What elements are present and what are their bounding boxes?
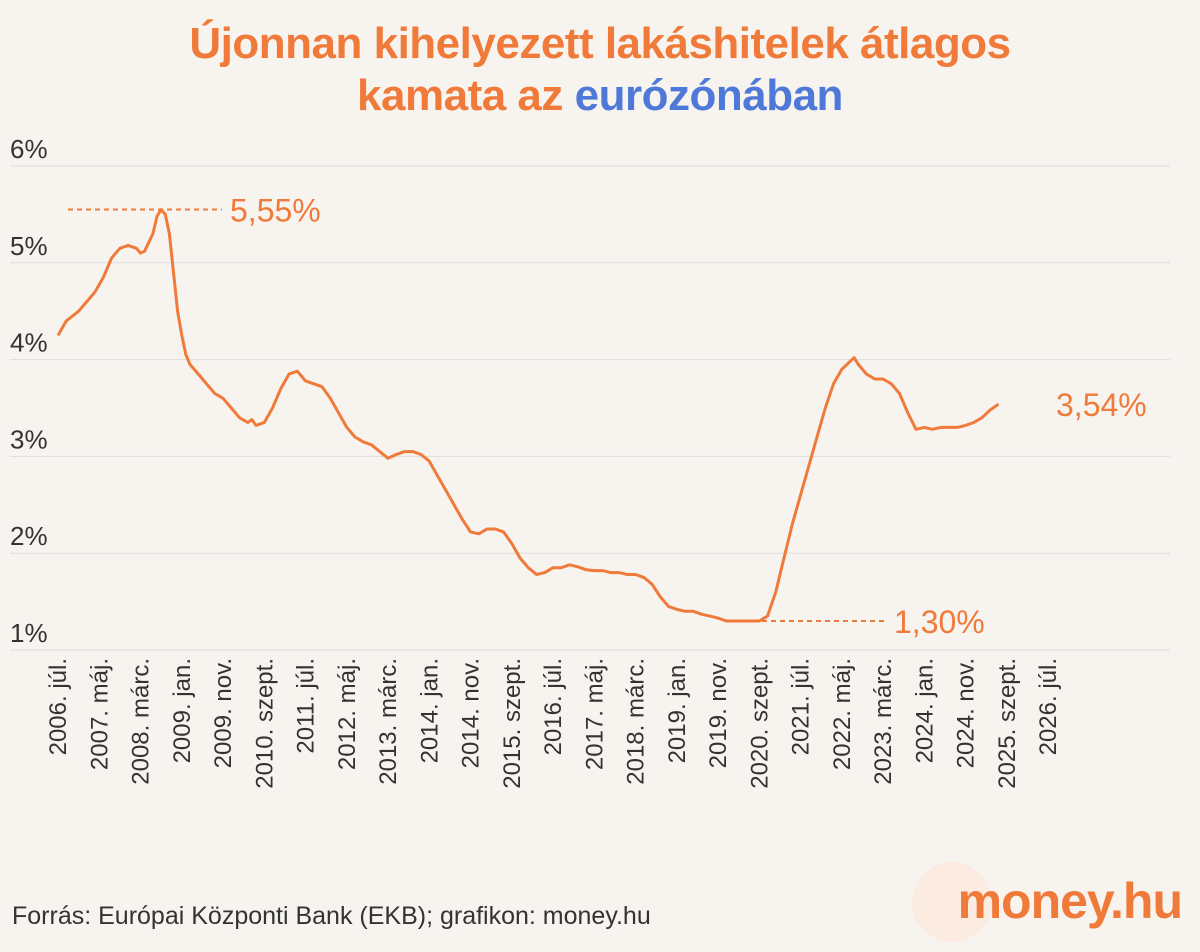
x-tick-label: 2013. márc. [375, 658, 402, 785]
series-line [56, 208, 1000, 623]
x-tick-label: 2014. nov. [458, 658, 485, 768]
y-tick-label: 3% [10, 424, 48, 454]
x-tick-label: 2012. máj. [334, 658, 361, 770]
logo-background [912, 862, 992, 942]
chart-title: Újonnan kihelyezett lakáshitelek átlagos… [0, 18, 1200, 122]
brand-logo: money.hu [957, 872, 1183, 930]
peak-annotation: 5,55% [230, 193, 321, 229]
x-tick-label: 2020. szept. [746, 658, 773, 789]
x-tick-label: 2023. márc. [870, 658, 897, 785]
y-tick-label: 2% [10, 521, 48, 551]
x-tick-label: 2014. jan. [416, 658, 443, 763]
title-line-1: Újonnan kihelyezett lakáshitelek átlagos [189, 19, 1011, 68]
x-tick-label: 2018. márc. [623, 658, 650, 785]
low-annotation: 1,30% [894, 604, 985, 640]
x-tick-label: 2019. nov. [705, 658, 732, 768]
x-tick-label: 2011. júl. [293, 658, 320, 754]
x-tick-label: 2019. jan. [664, 658, 691, 763]
x-tick-label: 2008. márc. [128, 658, 155, 785]
x-tick-label: 2026. júl. [1035, 658, 1062, 755]
latest-annotation: 3,54% [1056, 387, 1147, 423]
x-tick-label: 2025. szept. [994, 658, 1021, 789]
logo-text: money [957, 873, 1111, 929]
title-line-2: kamata az eurózónában [0, 70, 1200, 122]
y-tick-label: 6% [10, 134, 48, 164]
x-tick-label: 2006. júl. [45, 658, 72, 755]
x-tick-label: 2017. máj. [581, 658, 608, 770]
x-tick-label: 2015. szept. [499, 658, 526, 789]
logo-suffix: .hu [1110, 873, 1183, 929]
x-tick-label: 2022. máj. [829, 658, 856, 770]
x-tick-label: 2009. jan. [169, 658, 196, 763]
title-part-2: kamata az [357, 71, 563, 120]
title-highlight: eurózónában [574, 71, 844, 120]
x-tick-label: 2010. szept. [251, 658, 278, 789]
source-text: Forrás: Európai Központi Bank (EKB); gra… [12, 902, 651, 930]
y-tick-label: 5% [10, 231, 48, 261]
x-tick-label: 2007. máj. [86, 658, 113, 770]
x-tick-label: 2021. júl. [788, 658, 815, 755]
y-tick-label: 1% [10, 618, 48, 648]
x-tick-label: 2024. jan. [911, 658, 938, 763]
y-tick-label: 4% [10, 328, 48, 358]
x-tick-label: 2009. nov. [210, 658, 237, 768]
x-tick-label: 2016. júl. [540, 658, 567, 755]
x-tick-label: 2024. nov. [953, 658, 980, 768]
